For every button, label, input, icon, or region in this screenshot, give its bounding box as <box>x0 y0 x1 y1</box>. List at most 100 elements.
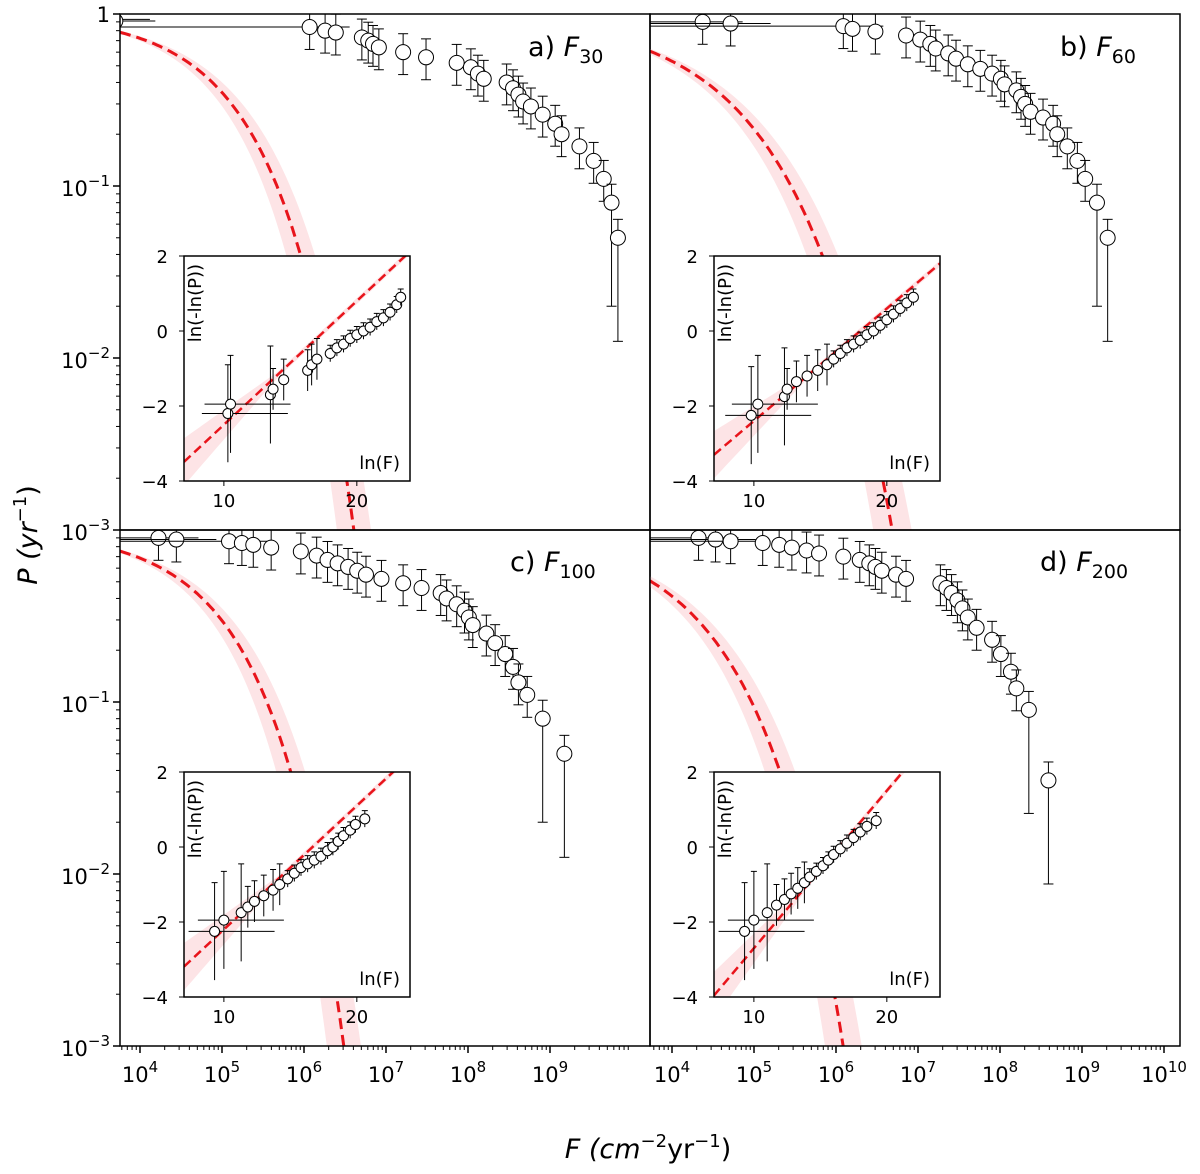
inset-b-ticks: 20−2−410 20 <box>671 247 898 512</box>
x-tick-label: 107 <box>368 1058 404 1087</box>
data-point <box>835 548 852 565</box>
inset-data-point <box>790 376 802 388</box>
y-axis-title: P (yr−1) <box>10 485 44 585</box>
inset-x-tick-label: 10 <box>212 491 235 512</box>
inset-b-plot <box>714 260 940 479</box>
inset-a-background <box>184 256 410 481</box>
x-tick-label: 109 <box>532 1058 568 1087</box>
data-point <box>873 562 890 579</box>
data-point <box>556 745 573 762</box>
data-point <box>783 539 800 556</box>
inset-y-tick-label: −2 <box>141 913 168 934</box>
data-point <box>844 20 861 37</box>
inset-d-xlabel: ln(F) <box>889 969 930 990</box>
x-tick-label: 104 <box>122 1058 158 1087</box>
data-point <box>1049 126 1066 143</box>
inset-a-ticks: 20−2−410 20 <box>141 247 368 512</box>
inset-x-tick-label: 20 <box>875 1007 898 1028</box>
panel-b-label: b) F60 <box>1060 32 1136 68</box>
inset-data-point <box>907 291 919 303</box>
x-tick-label: 104 <box>654 1058 690 1087</box>
inset-fit-line <box>184 772 395 968</box>
inset-x-tick-label: 20 <box>875 491 898 512</box>
panel-b-inset: 20−2−410 20 ln(F) ln(-ln(P)) <box>671 247 941 512</box>
fit-uncertainty-band <box>650 48 912 530</box>
data-point <box>301 19 318 36</box>
x-tick-label: 106 <box>286 1058 322 1087</box>
inset-data-point <box>812 364 824 376</box>
data-point <box>534 106 551 123</box>
data-point <box>505 658 522 675</box>
data-point <box>534 710 551 727</box>
data-point <box>603 194 620 211</box>
inset-a-plot <box>184 256 409 481</box>
inset-a-xlabel: ln(F) <box>359 453 400 474</box>
data-point <box>959 609 976 626</box>
panel-d-inset: 20−2−410 20 ln(F) ln(-ln(P)) <box>671 763 941 1028</box>
inset-y-tick-label: 2 <box>687 763 698 784</box>
inset-fit-line <box>184 256 408 463</box>
data-point <box>395 44 412 61</box>
data-point <box>464 617 481 634</box>
data-point <box>448 54 465 71</box>
inset-x-tick-label: 20 <box>345 1007 368 1028</box>
inset-y-tick-label: −4 <box>141 472 168 493</box>
inset-data-point <box>209 925 221 937</box>
panel-c-label: c) F100 <box>510 547 596 583</box>
data-point <box>1099 229 1116 246</box>
inset-data-point <box>311 353 323 365</box>
x-tick-label: 105 <box>736 1058 772 1087</box>
inset-d-plot <box>714 772 906 997</box>
data-point <box>245 536 262 553</box>
y-tick-label: 10−1 <box>61 688 110 717</box>
data-point <box>395 575 412 592</box>
panel-d: d) F200 20−2−410 20 ln(F) ln(-ln(P)) <box>649 529 1181 1047</box>
inset-y-tick-label: −2 <box>671 913 698 934</box>
inset-data-point <box>861 820 873 832</box>
data-point <box>370 39 387 56</box>
inset-data-point <box>739 925 751 937</box>
inset-data-point <box>781 383 793 395</box>
data-point <box>609 229 626 246</box>
x-tick-labels: 104 105 106 107 108 109 104 105 106 107 … <box>122 1058 1187 1087</box>
panel-d-frame <box>649 529 1181 1047</box>
data-point <box>413 580 430 597</box>
x-tick-label: 109 <box>1064 1058 1100 1087</box>
inset-c-plot <box>184 772 397 991</box>
inset-data-point <box>218 914 230 926</box>
inset-c-frame <box>183 771 411 998</box>
inset-c-ticks: 20−2−410 20 <box>141 763 368 1028</box>
inset-d-frame <box>713 771 941 998</box>
inset-a-ylabel: ln(-ln(P)) <box>185 264 206 342</box>
data-point <box>1088 194 1105 211</box>
inset-x-tick-label: 10 <box>742 1007 765 1028</box>
data-point <box>475 70 492 87</box>
data-point <box>263 539 280 556</box>
inset-d-ylabel: ln(-ln(P)) <box>715 780 736 858</box>
panel-b-plot <box>650 14 1116 530</box>
data-point <box>510 674 527 691</box>
panel-d-label: d) F200 <box>1040 547 1128 583</box>
fit-curve <box>650 49 894 530</box>
data-point <box>571 138 588 155</box>
inset-data-point <box>258 890 270 902</box>
inset-fit-band <box>184 256 409 481</box>
inset-y-tick-label: 0 <box>687 838 698 859</box>
data-point <box>595 170 612 187</box>
inset-data-point <box>745 409 757 421</box>
y-tick-label: 10−1 <box>61 172 110 201</box>
inset-data-point <box>274 879 286 890</box>
inset-b-frame <box>713 255 941 482</box>
inset-y-tick-label: 0 <box>157 838 168 859</box>
inset-y-tick-label: 2 <box>157 247 168 268</box>
inset-data-point <box>761 907 773 919</box>
inset-b-xlabel: ln(F) <box>889 453 930 474</box>
data-point <box>984 631 1001 648</box>
y-tick-label: 1 <box>97 3 110 27</box>
y-tick-label: 10−3 <box>61 1032 110 1061</box>
panel-a: a) F30 20−2−410 20 ln(F) ln(-ln(P)) <box>119 13 651 531</box>
data-point <box>898 570 915 587</box>
data-point <box>327 24 344 41</box>
panel-a-label: a) F30 <box>528 32 603 68</box>
